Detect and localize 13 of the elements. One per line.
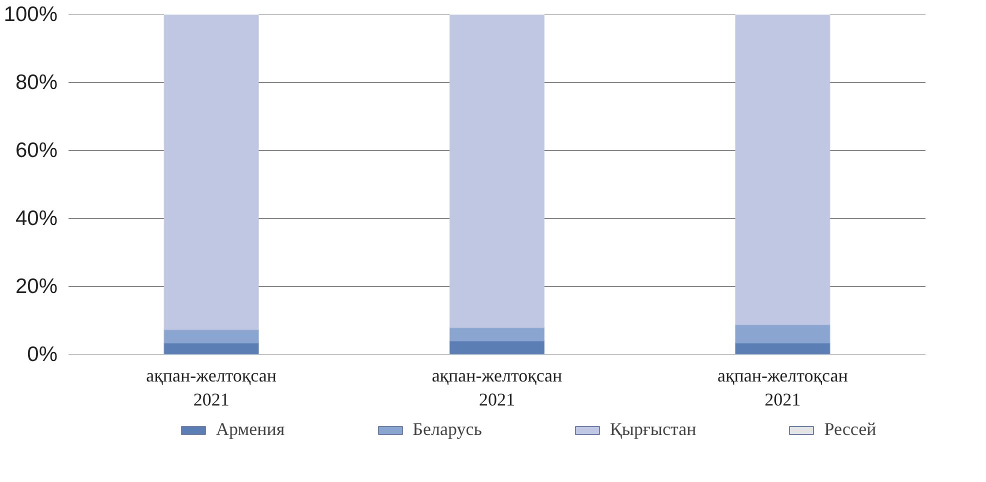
y-tick-label: 0% [27,343,58,366]
x-tick-label: ақпан-желтоқсан 2021 [146,366,277,410]
legend-label: Рессей [824,419,876,440]
y-tick-label: 60% [15,139,58,162]
x-tick-label: ақпан-желтоқсан 2021 [717,366,848,410]
y-tick-label: 20% [15,275,58,298]
y-tick-label: 80% [15,71,58,94]
x-tick-label: ақпан-желтоқсан 2021 [432,366,563,410]
legend-label: Армения [216,419,285,440]
legend-label: Беларусь [412,419,482,440]
y-tick-label: 100% [4,3,58,26]
legend-label: Қырғыстан [610,419,696,440]
y-tick-label: 40% [15,207,58,230]
